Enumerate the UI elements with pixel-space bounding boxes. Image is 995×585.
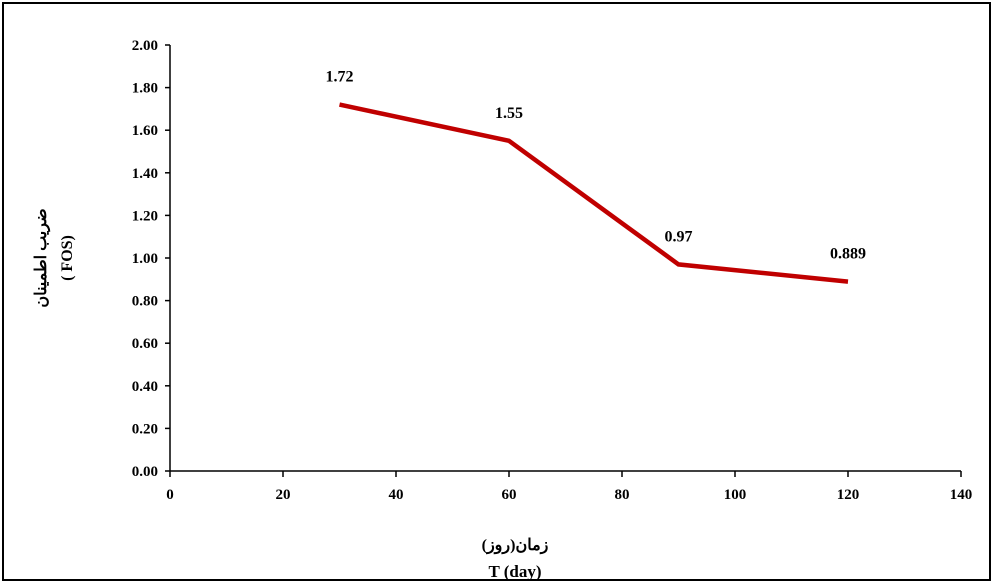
y-axis-title-persian: ضریب اطمینان — [33, 208, 51, 307]
y-tick-label: 1.20 — [132, 208, 158, 224]
y-tick-label: 0.40 — [132, 379, 158, 395]
x-tick-label: 40 — [389, 487, 404, 503]
data-label: 1.55 — [495, 105, 523, 122]
data-label: 1.72 — [326, 69, 354, 86]
y-tick-label: 0.60 — [132, 336, 158, 352]
y-tick-label: 1.40 — [132, 166, 158, 182]
x-tick-label: 20 — [276, 487, 291, 503]
x-tick-label: 0 — [166, 487, 174, 503]
x-tick-label: 120 — [837, 487, 860, 503]
data-label: 0.889 — [830, 246, 866, 263]
y-tick-label: 0.20 — [132, 421, 158, 437]
y-ticks: 0.00 0.20 0.40 0.60 0.80 1.00 1.20 1.40 1.60 1.80… — [132, 38, 170, 480]
x-ticks: 0 20 40 60 80 100 120 140 — [166, 471, 972, 503]
series-line — [339, 102, 849, 284]
data-labels: 1.72 1.55 0.97 0.889 — [326, 69, 867, 263]
data-label: 0.97 — [665, 228, 693, 245]
x-tick-label: 80 — [615, 487, 630, 503]
x-axis-title-persian: زمان(روز) — [482, 537, 549, 555]
x-tick-label: 140 — [950, 487, 973, 503]
series-layer — [339, 102, 849, 284]
y-axis-title: ( FOS) — [59, 235, 76, 281]
y-tick-label: 1.80 — [132, 81, 158, 97]
y-tick-label: 1.60 — [132, 123, 158, 139]
y-tick-label: 2.00 — [132, 38, 158, 54]
x-axis-title: T (day) — [488, 562, 541, 581]
x-tick-label: 60 — [502, 487, 517, 503]
y-tick-label: 0.00 — [132, 464, 158, 480]
y-tick-label: 1.00 — [132, 251, 158, 267]
x-tick-label: 100 — [724, 487, 747, 503]
y-tick-label: 0.80 — [132, 294, 158, 310]
